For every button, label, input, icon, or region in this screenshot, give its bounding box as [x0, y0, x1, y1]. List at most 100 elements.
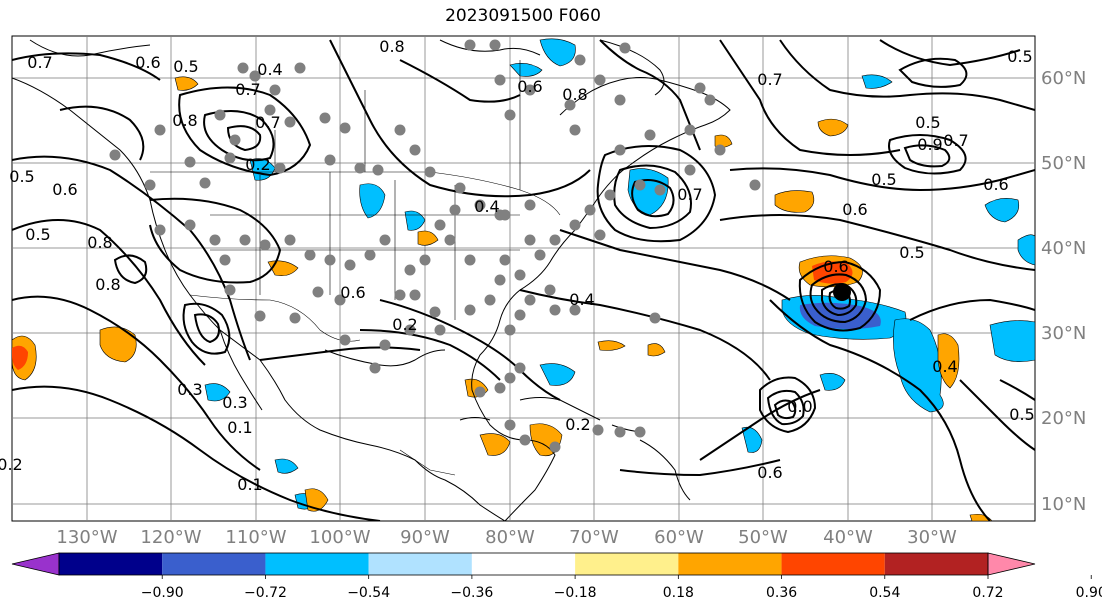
contour-label: 0.6	[517, 77, 542, 96]
contour-label: 0.0	[787, 397, 812, 416]
station-marker	[569, 219, 581, 231]
contour-label: 0.5	[1009, 405, 1034, 424]
station-marker	[514, 309, 526, 321]
station-marker	[334, 294, 346, 306]
station-marker	[214, 109, 226, 121]
shaded-regions	[12, 38, 1035, 521]
longitude-labels: 130°W 120°W 110°W 100°W 90°W 80°W 70°W 60°W 50°W…	[56, 527, 957, 548]
shade-blue	[539, 38, 576, 67]
longitude-tick-label: 110°W	[225, 527, 286, 548]
colorbar-segment	[471, 553, 576, 575]
shade-red	[12, 345, 28, 370]
longitude-tick-label: 120°W	[140, 527, 201, 548]
station-marker	[434, 219, 446, 231]
station-marker	[239, 234, 251, 246]
station-marker	[109, 149, 121, 161]
station-marker	[304, 249, 316, 261]
colorbar-segment	[781, 553, 885, 575]
shade-orange	[304, 488, 329, 512]
contour-label: 0.6	[52, 180, 77, 199]
shade-blue	[274, 458, 299, 474]
contour-label: 0.6	[135, 53, 160, 72]
station-marker	[484, 294, 496, 306]
contour-label: 0.6	[340, 283, 365, 302]
station-marker	[544, 284, 556, 296]
contour-label: 0.7	[943, 131, 968, 150]
colorbar-segment	[575, 553, 679, 575]
station-marker	[749, 179, 761, 191]
contour-label: 0.8	[562, 85, 587, 104]
contour-labels: 0.7 0.6 0.50.80.40.70.80.50.60.5 0.80.80.70…	[0, 37, 1035, 494]
station-marker	[634, 426, 646, 438]
shade-orange	[647, 343, 666, 357]
station-marker	[237, 62, 249, 74]
station-marker	[464, 39, 476, 51]
latitude-tick-label: 10°N	[1041, 494, 1086, 515]
contour-label: 0.6	[823, 257, 848, 276]
station-marker	[504, 372, 516, 384]
contour-label: 0.7	[677, 185, 702, 204]
colorbar-tick-label: −0.36	[450, 585, 493, 601]
station-marker	[504, 419, 516, 431]
station-marker	[504, 324, 516, 336]
station-marker	[604, 189, 616, 201]
station-marker	[584, 204, 596, 216]
contour-label: 0.8	[379, 37, 404, 56]
contour-label: 0.7	[255, 113, 280, 132]
station-marker	[224, 152, 236, 164]
station-marker	[592, 424, 604, 436]
cyclone-center-marker	[833, 283, 851, 301]
station-marker	[409, 144, 421, 156]
contour-label: 0.4	[569, 290, 594, 309]
station-marker	[284, 116, 296, 128]
contour-label: 0.4	[932, 357, 957, 376]
shade-blue	[509, 63, 543, 77]
station-marker	[569, 304, 581, 316]
colorbar-segment	[59, 553, 163, 575]
contour-label: 0.3	[177, 380, 202, 399]
shade-blue	[819, 373, 846, 391]
contour-label: 0.5	[1007, 47, 1032, 66]
station-marker	[224, 284, 236, 296]
station-marker	[694, 82, 706, 94]
station-marker	[594, 229, 606, 241]
station-marker	[184, 219, 196, 231]
longitude-tick-label: 70°W	[569, 527, 619, 548]
shade-orange	[774, 190, 815, 213]
station-marker	[394, 289, 406, 301]
station-marker	[269, 84, 281, 96]
shade-orange	[937, 333, 960, 389]
contour-label: 0.5	[9, 167, 34, 186]
station-marker	[684, 164, 696, 176]
station-marker	[324, 254, 336, 266]
station-marker	[294, 62, 306, 74]
colorbar-tick-label: 0.90	[1076, 585, 1102, 601]
station-marker	[714, 144, 726, 156]
contour-label: 0.1	[227, 418, 252, 437]
station-marker	[644, 129, 656, 141]
longitude-tick-label: 130°W	[56, 527, 117, 548]
contour-label: 0.5	[915, 113, 940, 132]
colorbar-segment	[884, 553, 988, 575]
station-marker	[569, 124, 581, 136]
contour-label: 0.5	[173, 57, 198, 76]
contour-label: 0.7	[27, 53, 52, 72]
colorbar-tick-labels: −0.90 −0.72 −0.54 −0.36 −0.18 0.18 0.36 0.54 0.7…	[141, 575, 1102, 601]
shade-orange	[174, 76, 199, 91]
station-marker	[404, 264, 416, 276]
contour-label: 0.2	[565, 415, 590, 434]
colorbar-tick-label: 0.18	[663, 585, 694, 601]
latitude-tick-label: 50°N	[1041, 153, 1086, 174]
station-marker	[499, 254, 511, 266]
station-marker	[154, 124, 166, 136]
station-marker	[574, 54, 586, 66]
colorbar-segment	[265, 553, 369, 575]
station-marker	[312, 286, 324, 298]
contour-label: 0.2	[245, 155, 270, 174]
longitude-tick-label: 80°W	[485, 527, 535, 548]
station-marker	[354, 162, 366, 174]
contour-label: 0.2	[0, 455, 23, 474]
station-marker	[429, 306, 441, 318]
longitude-tick-label: 90°W	[400, 527, 450, 548]
